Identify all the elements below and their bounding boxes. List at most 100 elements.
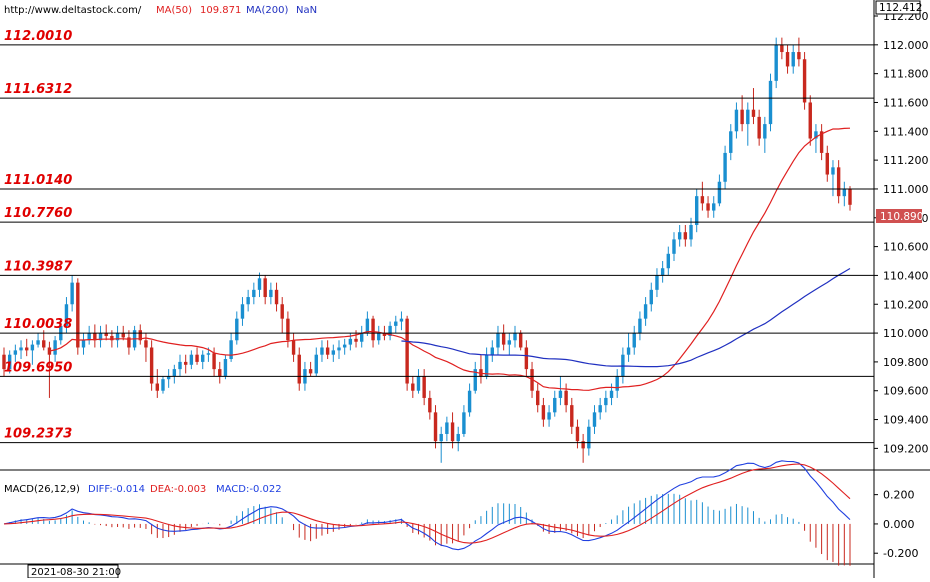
candle-body bbox=[433, 412, 438, 442]
candle-body bbox=[677, 232, 682, 240]
candle-body bbox=[836, 167, 841, 197]
candle-body bbox=[201, 354, 205, 362]
candle-body bbox=[729, 131, 733, 153]
candle-body bbox=[30, 344, 35, 351]
candle-body bbox=[257, 278, 262, 290]
level-label: 112.0010 bbox=[4, 29, 72, 44]
top-price-box bbox=[875, 0, 921, 15]
y-tick-label: 111.200 bbox=[883, 154, 929, 167]
y-tick-label: 110.000 bbox=[883, 327, 929, 340]
candle-body bbox=[660, 268, 665, 276]
candle-body bbox=[428, 397, 432, 413]
y-tick-label: 111.800 bbox=[883, 68, 929, 81]
candle-body bbox=[13, 350, 18, 355]
candle-body bbox=[371, 318, 375, 341]
candle-body bbox=[587, 426, 591, 449]
candle-body bbox=[689, 224, 693, 240]
candle-body bbox=[87, 333, 91, 341]
candle-body bbox=[98, 333, 103, 341]
candle-body bbox=[518, 333, 523, 348]
candle-body bbox=[467, 390, 472, 413]
macd-tick-label: -0.200 bbox=[883, 547, 918, 560]
candle-body bbox=[291, 340, 296, 355]
candle-body bbox=[700, 196, 705, 204]
macd-value: MACD:-0.022 bbox=[216, 484, 282, 495]
candle-body bbox=[286, 318, 290, 341]
candle-body bbox=[25, 347, 29, 351]
candle-body bbox=[473, 369, 477, 391]
macd-diff: DIFF:-0.014 bbox=[88, 484, 145, 495]
candle-body bbox=[655, 275, 659, 290]
candle-body bbox=[337, 347, 341, 351]
macd-name: MACD(26,12,9) bbox=[4, 484, 80, 495]
candle-body bbox=[155, 383, 160, 391]
candle-body bbox=[7, 354, 12, 370]
candle-body bbox=[802, 59, 807, 103]
candle-body bbox=[53, 340, 57, 355]
candle-body bbox=[314, 354, 318, 374]
candle-body bbox=[581, 441, 585, 449]
macd-diff-line bbox=[3, 460, 851, 551]
candle-body bbox=[263, 278, 267, 298]
candle-body bbox=[496, 333, 500, 348]
candle-body bbox=[422, 376, 426, 398]
candle-body bbox=[536, 390, 540, 406]
level-label: 110.0038 bbox=[4, 317, 72, 332]
candle-body bbox=[172, 369, 177, 377]
candle-body bbox=[558, 390, 563, 398]
candle-body bbox=[229, 340, 233, 360]
candle-body bbox=[848, 188, 852, 205]
candle-body bbox=[110, 335, 114, 341]
level-label: 111.6312 bbox=[4, 82, 72, 97]
level-label: 110.3987 bbox=[4, 259, 73, 274]
candle-body bbox=[2, 354, 6, 370]
candle-body bbox=[416, 376, 421, 391]
level-label: 109.6950 bbox=[4, 360, 72, 375]
candle-body bbox=[456, 433, 460, 442]
y-tick-label: 111.600 bbox=[883, 96, 929, 109]
ma50-value: 109.871 bbox=[200, 5, 241, 16]
candle-body bbox=[706, 203, 710, 211]
candle-body bbox=[218, 369, 222, 377]
candle-body bbox=[797, 52, 801, 60]
candle-body bbox=[791, 52, 795, 67]
candle-body bbox=[740, 109, 744, 125]
y-tick-label: 109.600 bbox=[883, 385, 929, 398]
candle-body bbox=[445, 422, 449, 434]
candle-body bbox=[189, 354, 194, 365]
candle-body bbox=[166, 376, 171, 380]
candle-body bbox=[717, 181, 722, 204]
candle-body bbox=[331, 350, 336, 355]
candle-body bbox=[780, 44, 784, 53]
y-tick-label: 110.600 bbox=[883, 241, 929, 254]
candle-body bbox=[76, 282, 80, 348]
candle-body bbox=[365, 318, 370, 334]
level-label: 111.0140 bbox=[4, 173, 72, 188]
candle-body bbox=[825, 152, 829, 175]
candle-body bbox=[831, 167, 835, 175]
candle-body bbox=[643, 304, 648, 319]
candle-body bbox=[280, 304, 284, 319]
y-tick-label: 111.400 bbox=[883, 125, 929, 138]
ma50-line bbox=[49, 127, 851, 391]
candle-body bbox=[808, 102, 812, 139]
candle-body bbox=[178, 361, 182, 370]
candle-body bbox=[757, 116, 761, 139]
y-tick-label: 110.400 bbox=[883, 269, 929, 282]
candle-body bbox=[240, 304, 245, 319]
macd-tick-label: 0.000 bbox=[883, 518, 915, 531]
candle-body bbox=[712, 203, 716, 211]
top-price-label: 112.412 bbox=[879, 2, 922, 14]
candle-body bbox=[138, 330, 142, 341]
candle-body bbox=[490, 347, 494, 355]
candle-body bbox=[553, 397, 557, 413]
candle-body bbox=[592, 412, 597, 427]
candle-body bbox=[377, 333, 381, 341]
candle-body bbox=[462, 412, 466, 434]
candle-body bbox=[354, 338, 358, 342]
candle-body bbox=[19, 347, 23, 351]
candle-body bbox=[626, 347, 631, 355]
candle-body bbox=[547, 412, 551, 420]
